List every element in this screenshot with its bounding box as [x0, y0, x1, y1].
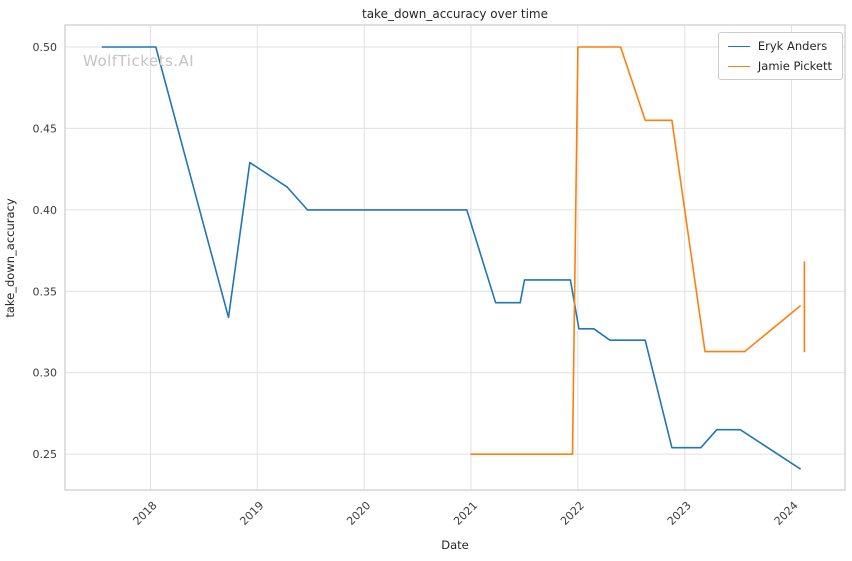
y-axis-label: take_down_accuracy — [3, 198, 17, 317]
x-tick-label: 2023 — [665, 499, 694, 528]
legend: Eryk Anders Jamie Pickett — [717, 32, 843, 80]
y-tick-label: 0.50 — [33, 41, 58, 54]
legend-line-swatch — [727, 45, 750, 47]
series-line-eryk-anders — [101, 46, 801, 470]
plot-frame — [64, 24, 846, 491]
legend-label: Jamie Pickett — [757, 59, 832, 73]
series-layer — [101, 46, 806, 470]
watermark: WolfTickets.AI — [83, 52, 194, 70]
x-tick-label: 2021 — [451, 499, 480, 528]
grid-layer — [65, 25, 845, 490]
x-tick-label: 2018 — [131, 499, 160, 528]
axis-layer: 2018 2019 2020 2021 2022 2023 2024 0.25 0.30 0.35… — [33, 24, 846, 528]
y-tick-label: 0.25 — [33, 448, 58, 461]
chart-title: take_down_accuracy over time — [362, 7, 548, 21]
legend-item-eryk-anders: Eryk Anders — [727, 39, 832, 53]
x-tick-label: 2020 — [344, 499, 373, 528]
x-tick-label: 2019 — [237, 499, 266, 528]
y-tick-label: 0.45 — [33, 122, 58, 135]
y-tick-label: 0.40 — [33, 204, 58, 217]
legend-label: Eryk Anders — [757, 39, 828, 53]
y-tick-label: 0.30 — [33, 367, 58, 380]
legend-item-jamie-pickett: Jamie Pickett — [727, 59, 832, 73]
y-tick-label: 0.35 — [33, 285, 58, 298]
x-axis-label: Date — [441, 538, 469, 552]
x-tick-label: 2022 — [558, 499, 587, 528]
legend-line-swatch — [727, 65, 750, 67]
series-line-jamie-pickett — [470, 46, 801, 456]
x-tick-label: 2024 — [772, 499, 801, 528]
